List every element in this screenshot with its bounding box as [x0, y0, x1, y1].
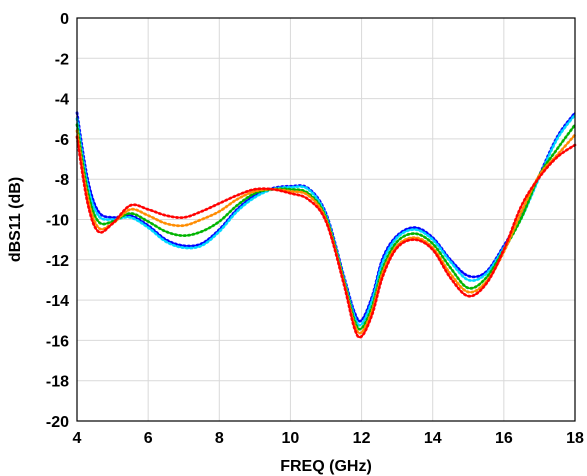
x-tick-labels: 4 6 8 10 12 14 16 18 [73, 430, 584, 447]
y-axis-title: dBS11 (dB) [7, 177, 24, 262]
y-tick-label: -2 [55, 51, 69, 68]
x-tick-label: 16 [495, 430, 513, 447]
x-tick-label: 6 [144, 430, 153, 447]
plot-frame [76, 17, 576, 422]
x-tick-label: 10 [282, 430, 300, 447]
x-tick-label: 18 [566, 430, 584, 447]
y-tick-labels: 0 -2 -4 -6 -8 -10 -12 -14 -16 -18 -20 [46, 11, 69, 431]
y-tick-label: -6 [55, 132, 69, 149]
series-measured-dots [75, 135, 577, 339]
y-tick-label: 0 [60, 11, 69, 28]
series-group [75, 111, 577, 339]
x-axis-title: FREQ (GHz) [280, 458, 372, 475]
y-tick-label: -4 [55, 92, 69, 109]
y-tick-label: -18 [46, 374, 69, 391]
y-tick-label: -20 [46, 414, 69, 431]
series-measured-dots [75, 111, 577, 323]
y-tick-label: -14 [46, 293, 69, 310]
y-tick-label: -10 [46, 213, 69, 230]
y-tick-label: -16 [46, 333, 69, 350]
x-tick-label: 12 [353, 430, 371, 447]
x-tick-label: 14 [424, 430, 442, 447]
x-tick-label: 8 [215, 430, 224, 447]
x-tick-label: 4 [73, 430, 82, 447]
y-tick-label: -12 [46, 253, 69, 270]
y-tick-label: -8 [55, 172, 69, 189]
series-line [76, 136, 576, 339]
